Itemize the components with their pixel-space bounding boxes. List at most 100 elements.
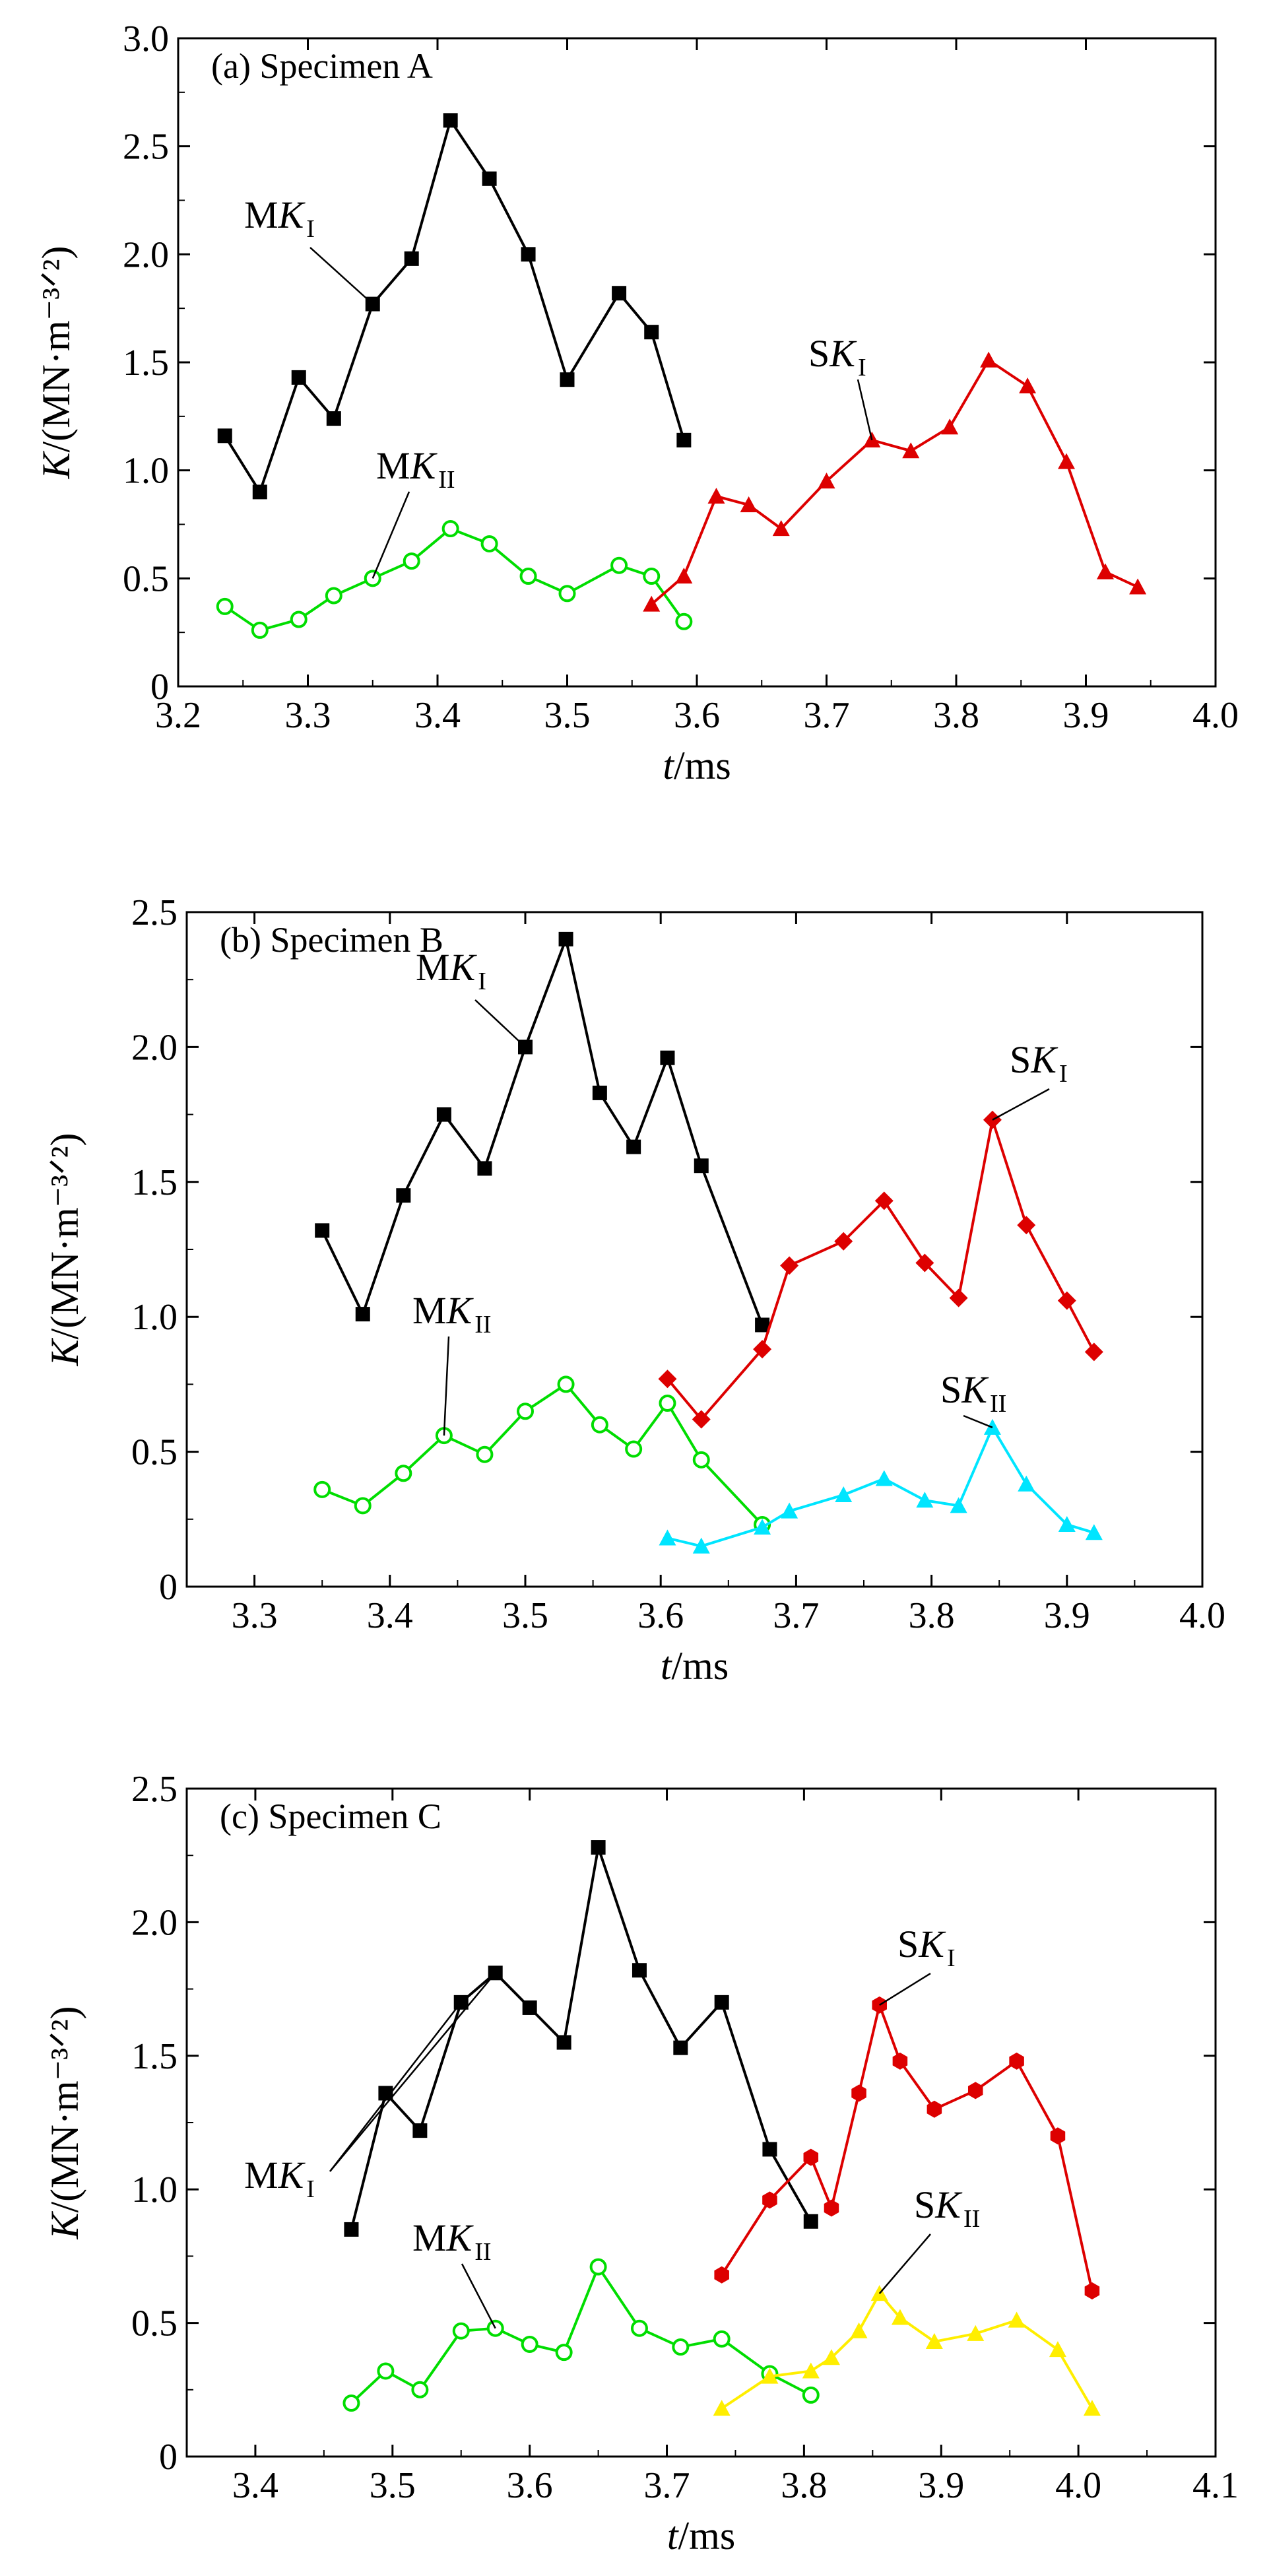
leader-line xyxy=(329,1972,496,2172)
y-tick-label: 0 xyxy=(159,1567,178,1608)
x-tick-label: 3.4 xyxy=(414,695,461,736)
series-label-prefix: M xyxy=(244,2154,278,2196)
series-label-prefix: S xyxy=(914,2183,935,2226)
series-label: SK II xyxy=(940,1368,1006,1418)
data-point xyxy=(476,1445,494,1463)
data-point xyxy=(403,552,420,570)
data-point xyxy=(643,595,661,612)
data-point xyxy=(477,1161,492,1176)
data-point xyxy=(326,411,341,426)
y-tick-label: 2.5 xyxy=(131,892,178,933)
series-label: MK II xyxy=(412,1289,492,1338)
series-label-var: K xyxy=(410,444,438,487)
x-axis-label: t/ms xyxy=(667,2514,735,2558)
y-tick-label: 2.0 xyxy=(131,1027,178,1068)
data-point xyxy=(950,1497,967,1513)
series-ski xyxy=(658,1110,1103,1429)
x-axis-label-var: t xyxy=(661,1644,672,1688)
data-point xyxy=(740,496,758,513)
y-tick-label: 1.5 xyxy=(131,2036,178,2077)
data-point xyxy=(592,1085,607,1100)
series-annotation: MK I xyxy=(244,193,374,305)
leader-line xyxy=(878,2233,931,2294)
y-axis-label: K/(MN·m⁻³ᐟ²) xyxy=(43,1133,86,1366)
x-tick-label: 3.8 xyxy=(781,2465,827,2506)
data-point xyxy=(1019,378,1037,394)
data-point xyxy=(902,442,920,459)
x-tick-label: 3.7 xyxy=(644,2465,690,2506)
data-point xyxy=(325,587,342,605)
series-annotation: MK I xyxy=(416,946,526,1048)
y-axis-label-unit: /(MN·m⁻³ᐟ²) xyxy=(34,246,78,452)
series-label: SK I xyxy=(1010,1038,1068,1088)
data-point xyxy=(692,1410,711,1429)
data-point xyxy=(892,2052,908,2070)
x-axis-label: t/ms xyxy=(661,1644,729,1688)
x-tick-label: 3.3 xyxy=(285,695,331,736)
x-tick-label: 3.5 xyxy=(544,695,591,736)
y-tick-label: 2.0 xyxy=(123,234,169,275)
data-point xyxy=(625,1440,643,1458)
data-point xyxy=(290,611,308,628)
y-tick-label: 2.5 xyxy=(123,127,169,168)
series-label-prefix: S xyxy=(808,332,830,375)
series-label-var: K xyxy=(449,946,478,989)
series-label-prefix: S xyxy=(897,1923,919,1965)
y-axis-label: K/(MN·m⁻³ᐟ²) xyxy=(34,246,78,479)
y-tick-label: 1.0 xyxy=(131,1297,178,1338)
data-point xyxy=(1058,1515,1076,1533)
data-point xyxy=(395,1465,412,1482)
series-label-sub: I xyxy=(1059,1060,1068,1088)
data-point xyxy=(1084,2282,1100,2300)
data-point xyxy=(714,2266,729,2284)
x-axis-label-unit: /ms xyxy=(678,2514,735,2558)
data-point xyxy=(822,2349,840,2365)
data-point xyxy=(591,1416,608,1434)
x-tick-label: 3.7 xyxy=(773,1595,819,1636)
data-point xyxy=(834,1232,853,1251)
series-mki xyxy=(344,1840,818,2237)
leader-line xyxy=(992,1088,1050,1121)
series-label-var: K xyxy=(278,193,306,236)
y-axis-label-var: K xyxy=(43,1338,86,1367)
data-point xyxy=(1083,2400,1101,2416)
x-axis-label-var: t xyxy=(663,744,674,787)
x-tick-label: 4.0 xyxy=(1179,1595,1225,1636)
y-tick-label: 1.5 xyxy=(131,1162,178,1203)
series-label: SK I xyxy=(808,332,866,381)
data-point xyxy=(1096,563,1114,579)
series-annotation: MK II xyxy=(372,444,455,579)
x-tick-label: 3.3 xyxy=(232,1595,278,1636)
data-point xyxy=(1018,1475,1035,1492)
series-line xyxy=(720,2000,1093,2292)
data-point xyxy=(482,171,497,186)
data-point xyxy=(851,2084,866,2102)
series-annotation: MK II xyxy=(412,2216,496,2329)
data-point xyxy=(378,2086,393,2101)
series-label-prefix: M xyxy=(244,193,278,236)
data-point xyxy=(761,2367,779,2384)
data-point xyxy=(824,2199,839,2217)
series-ski xyxy=(714,1996,1100,2300)
data-point xyxy=(589,2258,607,2276)
y-tick-label: 0 xyxy=(159,2437,178,2478)
data-point xyxy=(967,2325,985,2341)
data-point xyxy=(762,2191,777,2209)
leader-line xyxy=(443,1336,450,1436)
data-point xyxy=(251,621,269,639)
data-point xyxy=(412,2123,428,2138)
data-point xyxy=(1129,578,1147,595)
y-axis-label-var: K xyxy=(34,451,78,480)
leader-line xyxy=(461,2263,496,2329)
data-point xyxy=(555,2344,573,2361)
data-point xyxy=(626,1139,641,1154)
data-point xyxy=(436,1107,451,1122)
chart-panel: 3.2 3.3 3.4 3.5 3.6 3.7 3.8 3.9 4.0 0 0.5 1.0 1.5 2.0… xyxy=(34,18,1239,787)
x-tick-label: 3.9 xyxy=(918,2465,964,2506)
data-point xyxy=(1058,453,1076,469)
x-tick-label: 3.4 xyxy=(367,1595,413,1636)
series-label: MK I xyxy=(244,193,315,243)
data-point xyxy=(659,1395,676,1412)
data-point xyxy=(692,1451,710,1469)
leader-line xyxy=(329,2002,462,2172)
